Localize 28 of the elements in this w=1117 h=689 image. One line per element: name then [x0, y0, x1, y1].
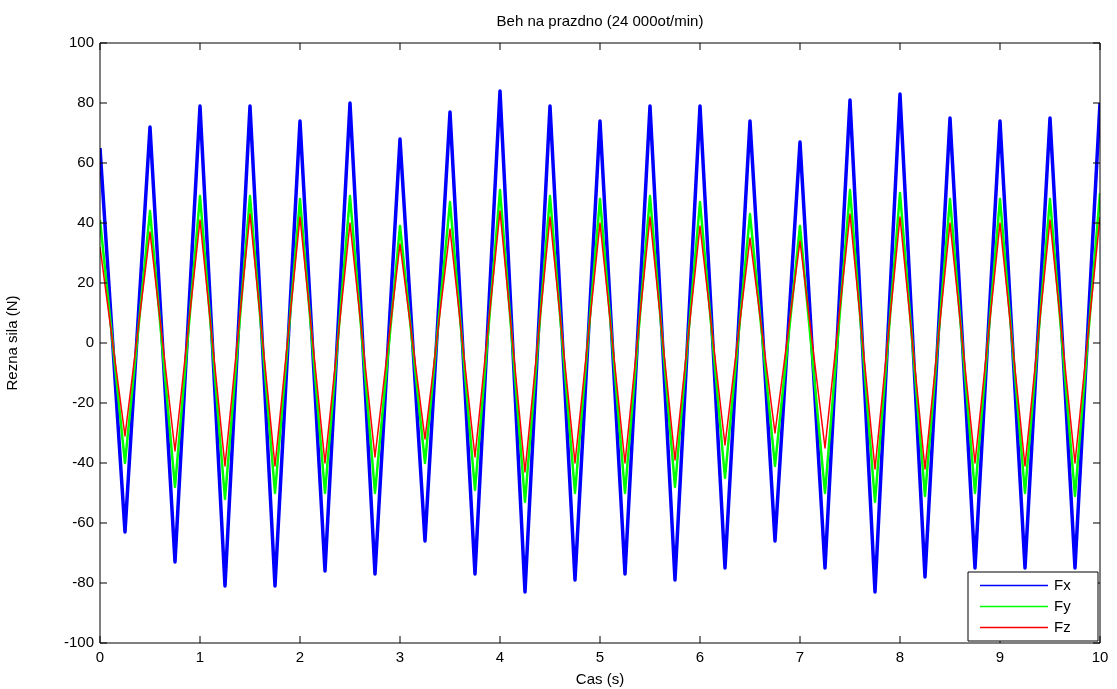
y-tick-label: -40: [72, 453, 94, 471]
y-tick-label: 60: [77, 153, 94, 171]
chart-title: Beh na prazdno (24 000ot/min): [496, 12, 704, 30]
x-tick-label: 7: [795, 648, 805, 666]
x-tick-label: 3: [395, 648, 405, 666]
y-tick-label: -80: [72, 573, 94, 591]
y-tick-label: 100: [68, 33, 94, 51]
legend-label: Fz: [1054, 617, 1071, 635]
y-tick-label: 20: [77, 273, 94, 291]
y-tick-label: 80: [77, 93, 94, 111]
x-tick-label: 4: [495, 648, 505, 666]
x-axis-title: Cas (s): [575, 670, 625, 688]
y-tick-label: -20: [72, 393, 94, 411]
legend-label: Fx: [1054, 575, 1072, 593]
x-tick-label: 5: [595, 648, 605, 666]
x-tick-label: 0: [95, 648, 105, 666]
legend-label: Fy: [1054, 596, 1072, 614]
x-tick-label: 8: [895, 648, 905, 666]
y-axis-title: Rezna sila (N): [3, 295, 21, 391]
y-tick-label: -100: [63, 633, 94, 651]
y-tick-label: -60: [72, 513, 94, 531]
x-tick-label: 9: [995, 648, 1005, 666]
x-tick-label: 2: [295, 648, 305, 666]
x-tick-label: 6: [695, 648, 705, 666]
x-tick-label: 10: [1091, 648, 1109, 666]
x-tick-label: 1: [195, 648, 205, 666]
y-tick-label: 0: [85, 333, 94, 351]
y-tick-label: 40: [77, 213, 94, 231]
